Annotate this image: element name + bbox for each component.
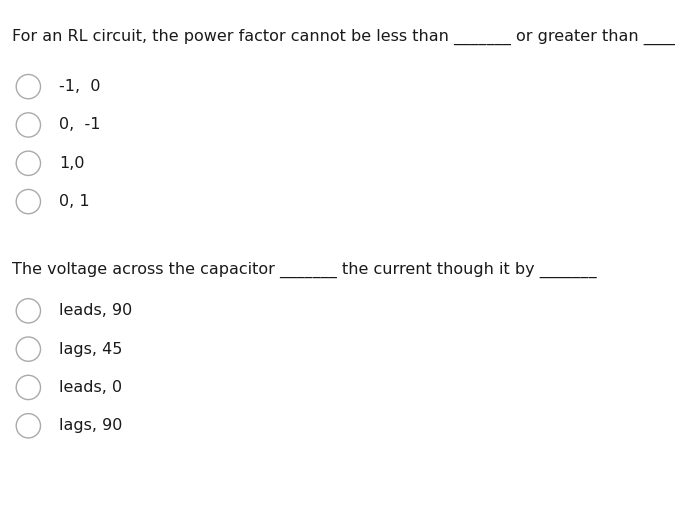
Text: 0,  -1: 0, -1	[59, 118, 101, 132]
Text: lags, 45: lags, 45	[59, 342, 123, 356]
Text: lags, 90: lags, 90	[59, 418, 123, 433]
Text: leads, 90: leads, 90	[59, 303, 133, 318]
Text: 0, 1: 0, 1	[59, 194, 90, 209]
Text: The voltage across the capacitor _______ the current though it by _______: The voltage across the capacitor _______…	[12, 261, 597, 278]
Text: For an RL circuit, the power factor cannot be less than _______ or greater than : For an RL circuit, the power factor cann…	[12, 29, 675, 45]
Text: -1,  0: -1, 0	[59, 79, 101, 94]
Text: leads, 0: leads, 0	[59, 380, 123, 395]
Text: 1,0: 1,0	[59, 156, 85, 171]
